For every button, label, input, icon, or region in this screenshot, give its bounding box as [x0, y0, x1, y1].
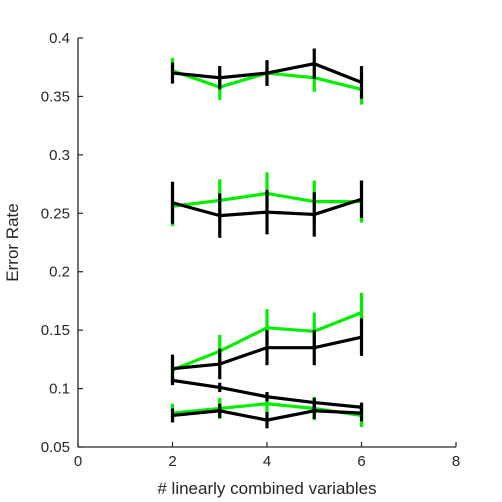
- series-3: [170, 180, 364, 238]
- ticks: 0 2 4 6 8 0.05 0.1 0.15 0.2 0.25 0.3 0.35 0.4: [41, 30, 460, 470]
- y-tick-label: 0.15: [41, 322, 70, 339]
- series-5: [170, 318, 364, 383]
- x-tick-label: 4: [263, 453, 271, 470]
- y-tick-label: 0.1: [49, 381, 70, 398]
- x-tick-label: 6: [357, 453, 365, 470]
- axes: [77, 38, 456, 448]
- x-tick-label: 8: [452, 453, 460, 470]
- x-tick-label: 2: [168, 453, 176, 470]
- series-1: [170, 48, 364, 99]
- y-tick-label: 0.4: [49, 30, 70, 47]
- y-tick-label: 0.25: [41, 205, 70, 222]
- y-tick-label: 0.3: [49, 147, 70, 164]
- y-tick-label: 0.35: [41, 88, 70, 105]
- x-tick-label: 0: [74, 453, 82, 470]
- y-tick-label: 0.2: [49, 264, 70, 281]
- series-8: [170, 402, 364, 429]
- y-axis-label: Error Rate: [3, 203, 22, 281]
- x-axis-label: # linearly combined variables: [157, 479, 376, 498]
- series-layer: [170, 48, 364, 429]
- y-tick-label: 0.05: [41, 439, 70, 456]
